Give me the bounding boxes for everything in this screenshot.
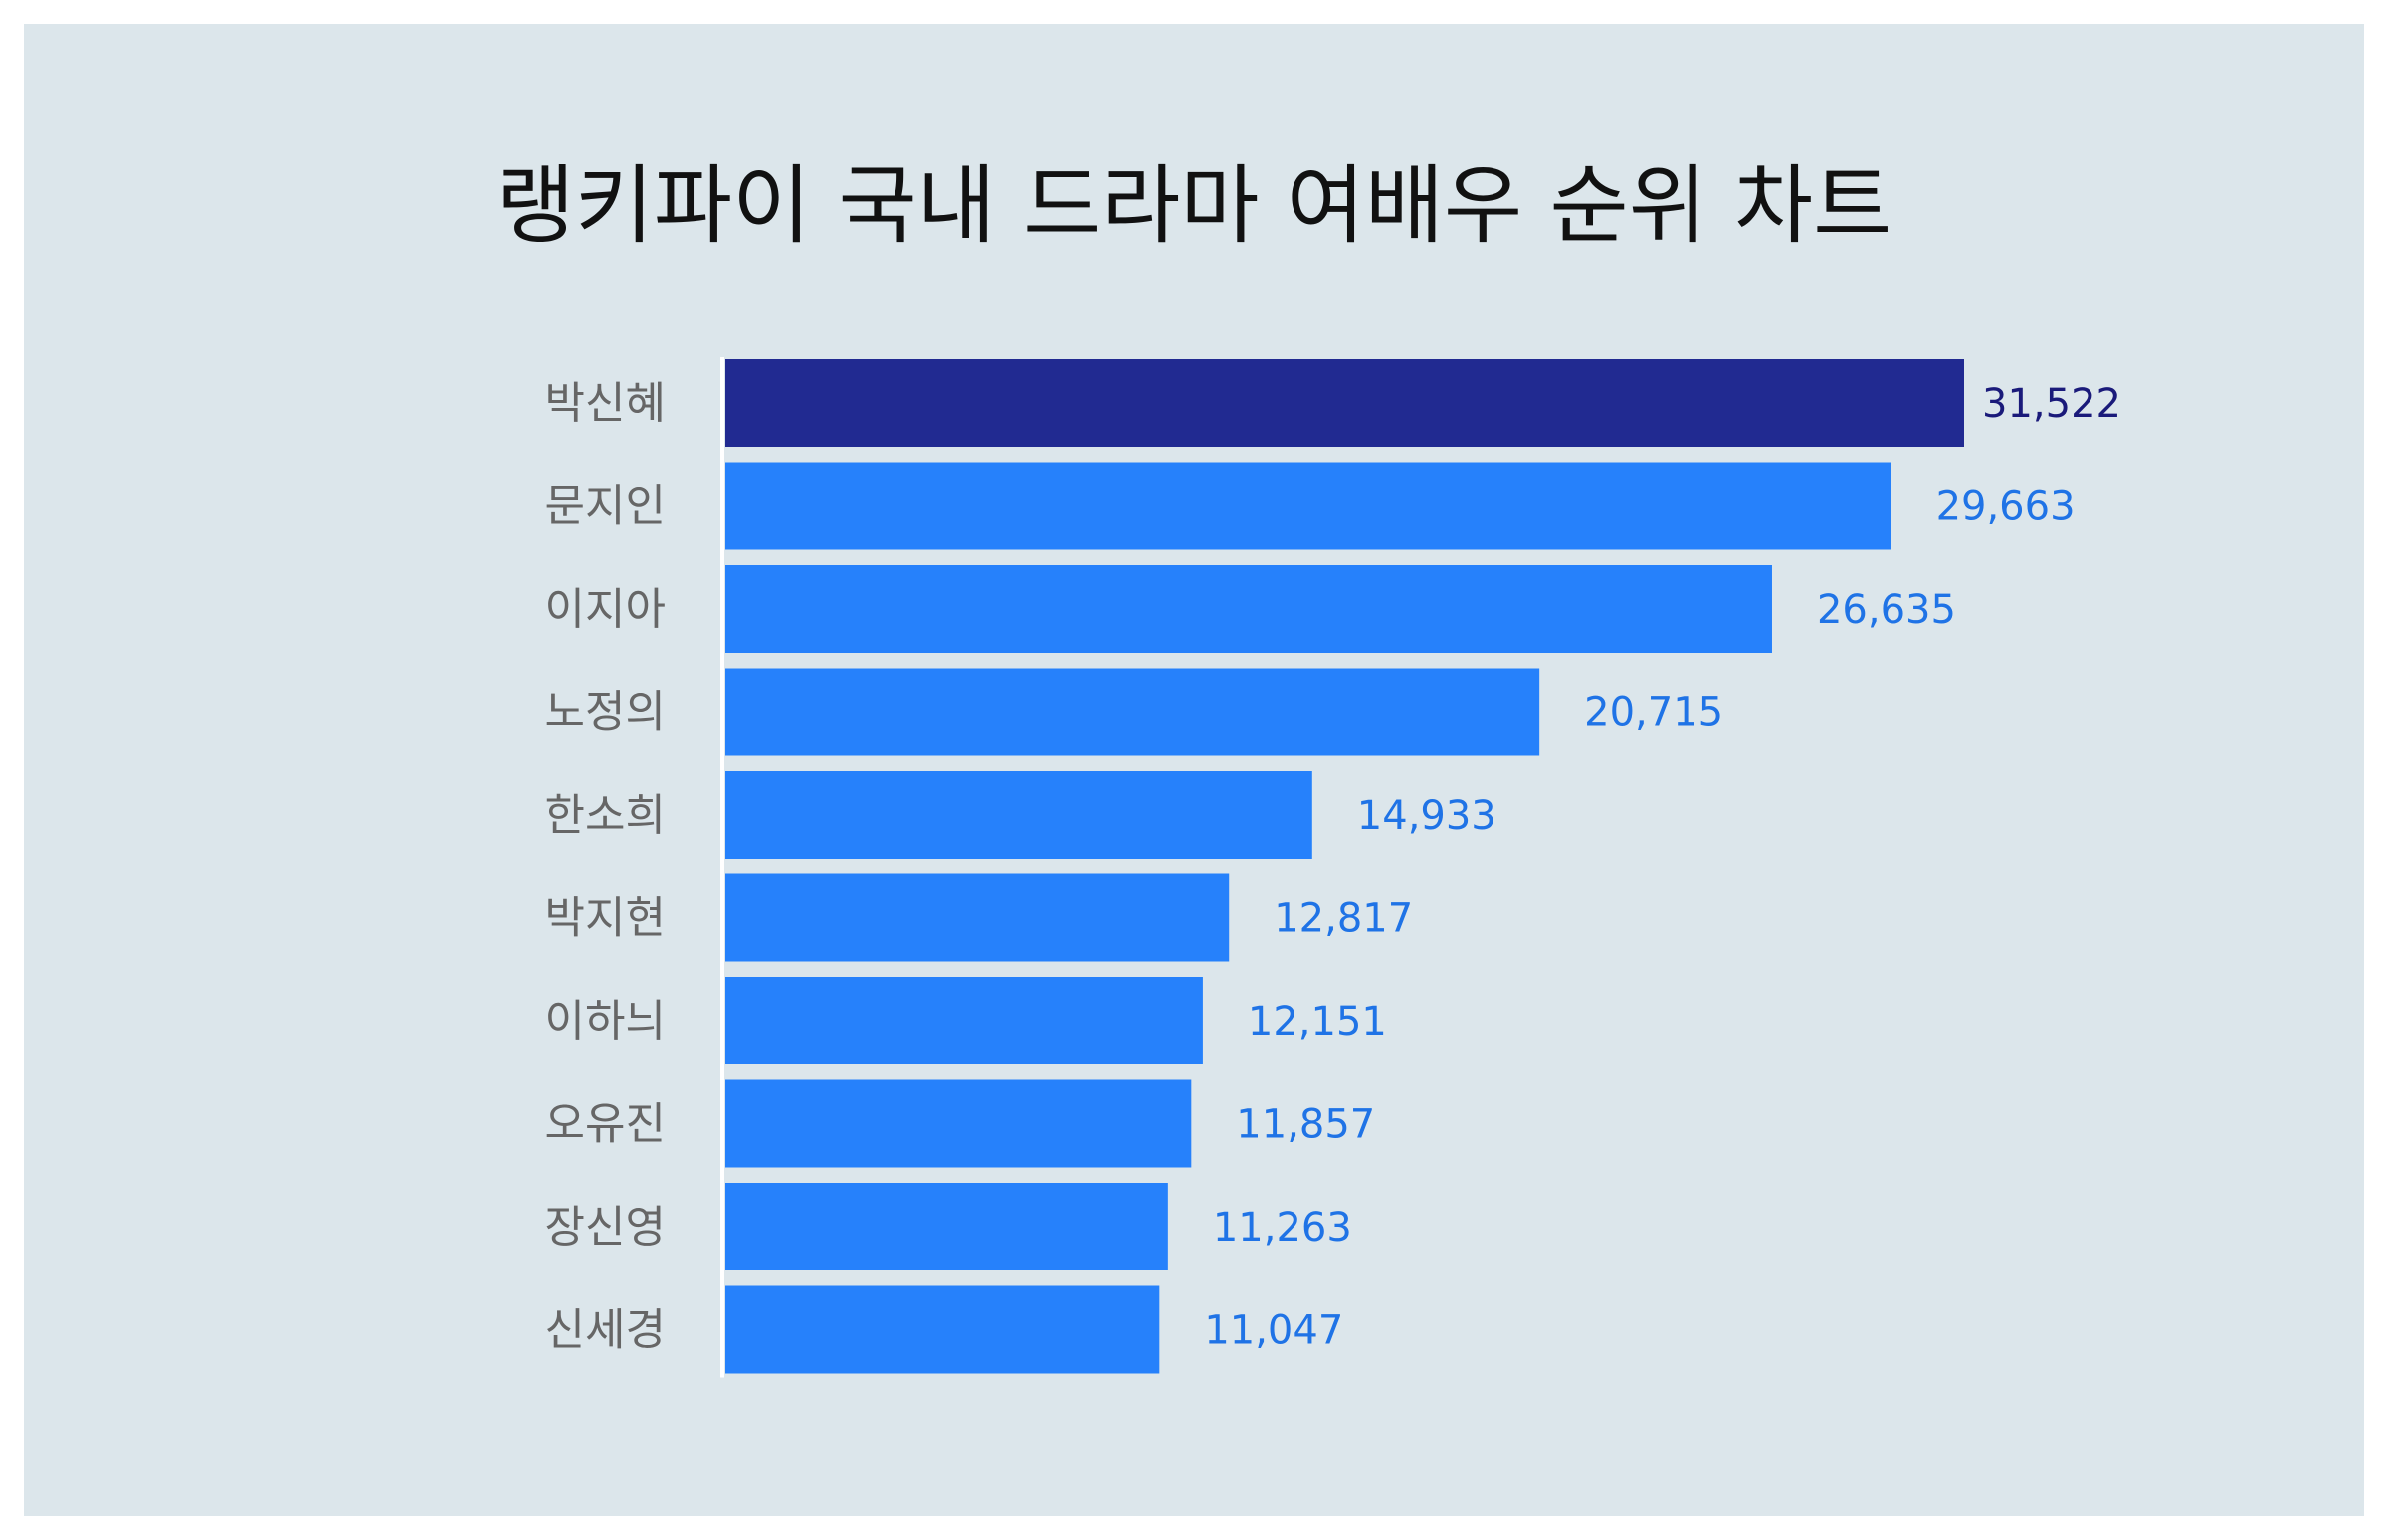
bar-3 bbox=[725, 565, 1772, 653]
category-label-2: 문지인 bbox=[545, 481, 666, 532]
category-label-3: 이지아 bbox=[545, 584, 666, 635]
category-label-7: 이하늬 bbox=[545, 996, 666, 1047]
value-label-6: 12,817 bbox=[1274, 896, 1413, 942]
bar-5 bbox=[725, 771, 1312, 859]
value-label-2: 29,663 bbox=[1936, 484, 2076, 530]
category-label-8: 오유진 bbox=[545, 1099, 666, 1150]
category-label-6: 박지현 bbox=[545, 893, 666, 944]
bar-2 bbox=[725, 462, 1891, 550]
bar-8 bbox=[725, 1079, 1192, 1168]
value-label-7: 12,151 bbox=[1248, 999, 1387, 1045]
bar-4 bbox=[725, 668, 1540, 756]
value-label-9: 11,263 bbox=[1213, 1205, 1352, 1251]
value-label-8: 11,857 bbox=[1236, 1102, 1375, 1148]
bar-6 bbox=[725, 873, 1230, 962]
value-label-4: 20,715 bbox=[1584, 690, 1723, 736]
chart-svg: 박신혜 31,522 문지인 29,663 이지아 26,635 노정의 20,715 한소희 1… bbox=[545, 357, 2121, 1378]
chart-panel: 랭키파이 국내 드라마 여배우 순위 차트 박신혜 31,522 문지인 29,663… bbox=[24, 24, 2364, 1516]
category-label-4: 노정의 bbox=[545, 687, 666, 738]
value-label-1: 31,522 bbox=[1982, 381, 2121, 427]
bar-7 bbox=[725, 977, 1203, 1064]
category-label-5: 한소희 bbox=[545, 790, 666, 841]
chart-title: 랭키파이 국내 드라마 여배우 순위 차트 bbox=[496, 156, 1892, 256]
category-label-9: 장신영 bbox=[545, 1202, 666, 1252]
category-label-1: 박신혜 bbox=[545, 378, 666, 429]
bar-9 bbox=[725, 1183, 1168, 1270]
bar-10 bbox=[725, 1285, 1160, 1374]
value-label-5: 14,933 bbox=[1357, 793, 1496, 839]
bar-1 bbox=[725, 359, 1964, 447]
value-label-10: 11,047 bbox=[1204, 1308, 1343, 1354]
value-label-3: 26,635 bbox=[1817, 587, 1956, 633]
category-label-10: 신세경 bbox=[545, 1305, 666, 1356]
